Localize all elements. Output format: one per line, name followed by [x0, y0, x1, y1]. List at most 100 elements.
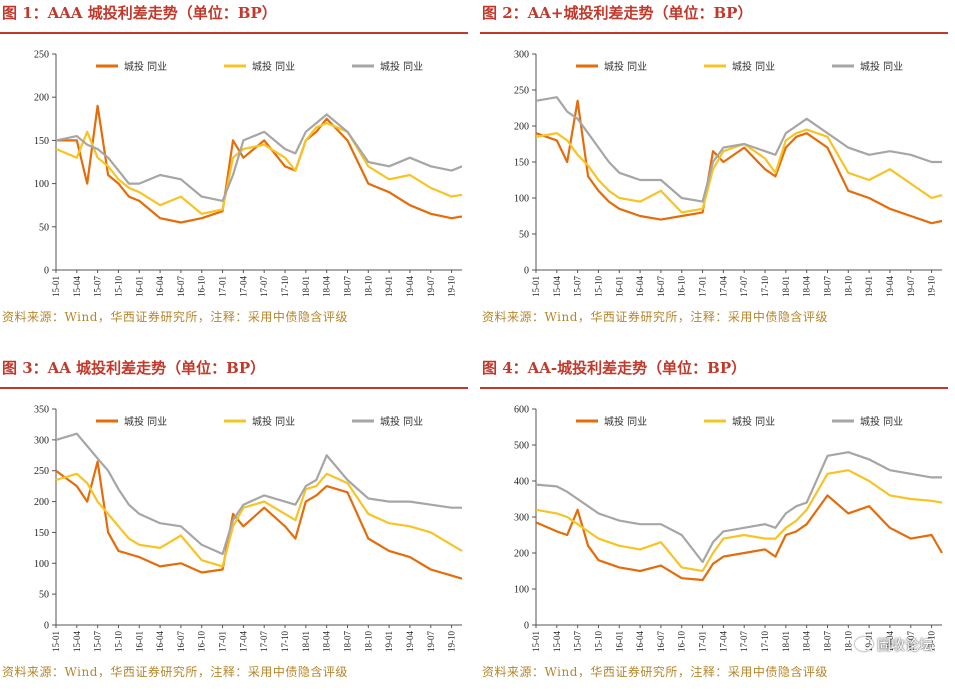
- x-tick-label: 16-07: [176, 631, 186, 652]
- legend-label: 城投 同业: [860, 60, 903, 73]
- y-tick-label: 500: [514, 441, 529, 452]
- y-tick-label: 50: [519, 230, 529, 241]
- title-rule: [0, 387, 468, 389]
- x-tick-label: 16-01: [614, 631, 624, 652]
- x-tick-label: 17-04: [238, 276, 248, 297]
- x-tick-label: 17-10: [280, 276, 290, 297]
- x-tick-label: 18-07: [822, 631, 832, 652]
- x-tick-label: 15-01: [51, 276, 61, 297]
- x-tick-label: 18-01: [781, 276, 791, 297]
- x-tick-label: 18-07: [342, 631, 352, 652]
- y-tick-label: 400: [514, 477, 529, 488]
- x-tick-label: 15-10: [593, 276, 603, 297]
- x-tick-label: 19-04: [405, 631, 415, 652]
- series-line: [535, 96, 942, 203]
- y-tick-label: 150: [34, 528, 49, 539]
- series-line: [535, 99, 943, 225]
- y-tick-label: 300: [514, 513, 529, 524]
- y-tick-label: 250: [34, 466, 49, 477]
- x-tick-label: 18-07: [822, 276, 832, 297]
- x-tick-label: 19-04: [885, 276, 895, 297]
- chart-panel-2: 图 2：AA+城投利差走势（单位：BP） 0 50 100 150 200 250 300 1…: [480, 0, 950, 335]
- x-tick-label: 15-10: [113, 631, 123, 652]
- watermark-text: 固收论坛: [877, 638, 933, 654]
- x-tick-label: 17-07: [259, 276, 269, 297]
- x-tick-label: 16-01: [134, 276, 144, 297]
- x-tick-label: 15-07: [573, 276, 583, 297]
- x-tick-label: 16-04: [635, 276, 645, 297]
- chart-title: 图 3：AA 城投利差走势（单位：BP）: [2, 359, 266, 377]
- x-tick-label: 15-04: [552, 276, 562, 297]
- x-tick-label: 15-04: [552, 631, 562, 652]
- x-tick-label: 17-07: [259, 631, 269, 652]
- y-tick-label: 50: [39, 590, 49, 601]
- series-line: [55, 472, 463, 568]
- y-tick-label: 250: [514, 86, 529, 97]
- chart-panel-4: 图 4：AA-城投利差走势（单位：BP） 0 100 200 300 400 500 600…: [480, 355, 950, 690]
- y-tick-label: 0: [44, 266, 49, 277]
- x-tick-label: 15-01: [531, 631, 541, 652]
- x-tick-label: 16-04: [635, 631, 645, 652]
- x-tick-label: 18-01: [301, 276, 311, 297]
- y-tick-label: 200: [514, 122, 529, 133]
- x-tick-label: 19-01: [384, 276, 394, 297]
- x-tick-label: 18-10: [363, 276, 373, 297]
- x-tick-label: 19-10: [447, 631, 457, 652]
- x-tick-label: 17-10: [760, 276, 770, 297]
- x-tick-label: 15-01: [531, 276, 541, 297]
- legend-label: 城投 同业: [604, 415, 647, 428]
- x-tick-label: 17-01: [218, 631, 228, 652]
- x-tick-label: 16-04: [155, 276, 165, 297]
- y-tick-label: 100: [514, 585, 529, 596]
- x-tick-label: 17-01: [218, 276, 228, 297]
- x-tick-label: 19-01: [384, 631, 394, 652]
- y-tick-label: 150: [514, 158, 529, 169]
- series-line: [56, 104, 463, 224]
- legend-label: 城投 同业: [252, 60, 295, 73]
- x-tick-label: 18-07: [342, 276, 352, 297]
- y-tick-label: 150: [34, 136, 49, 147]
- series-line: [535, 451, 942, 564]
- x-tick-label: 18-10: [363, 631, 373, 652]
- y-tick-label: 0: [524, 266, 529, 277]
- wechat-icon: [855, 637, 873, 651]
- x-tick-label: 17-04: [718, 631, 728, 652]
- x-tick-label: 17-04: [718, 276, 728, 297]
- x-tick-label: 16-07: [656, 276, 666, 297]
- series-line: [55, 113, 463, 202]
- series-line: [55, 432, 462, 556]
- x-tick-label: 18-10: [843, 631, 853, 652]
- legend-label: 城投 同业: [380, 60, 423, 73]
- series-line: [535, 128, 943, 214]
- legend-label: 城投 同业: [252, 415, 295, 428]
- chart-panel-3: 图 3：AA 城投利差走势（单位：BP） 0 50 100 150 200 250 300 3…: [0, 355, 470, 690]
- line-chart: 0 50 100 150 200 250 300 15-01 15-04 15-07 15-10 16…: [514, 50, 943, 297]
- x-tick-label: 16-07: [176, 276, 186, 297]
- source-note: 资料来源：Wind，华西证券研究所，注释：采用中债隐含评级: [2, 310, 348, 324]
- x-tick-label: 18-04: [802, 631, 812, 652]
- line-chart: 0 50 100 150 200 250 15-01 15-04 15-07 15-10 16-01…: [34, 50, 463, 297]
- x-tick-label: 16-04: [155, 631, 165, 652]
- chart-title: 图 2：AA+城投利差走势（单位：BP）: [482, 4, 753, 22]
- series-line: [535, 469, 943, 573]
- source-note: 资料来源：Wind，华西证券研究所，注释：采用中债隐含评级: [482, 665, 828, 679]
- x-tick-label: 16-01: [614, 276, 624, 297]
- x-tick-label: 17-10: [760, 631, 770, 652]
- y-tick-label: 200: [34, 497, 49, 508]
- x-tick-label: 15-10: [113, 276, 123, 297]
- chart-title: 图 1：AAA 城投利差走势（单位：BP）: [2, 4, 277, 22]
- x-tick-label: 18-01: [301, 631, 311, 652]
- x-tick-label: 18-04: [322, 276, 332, 297]
- x-tick-label: 18-10: [843, 276, 853, 297]
- source-note: 资料来源：Wind，华西证券研究所，注释：采用中债隐含评级: [482, 310, 828, 324]
- legend-label: 城投 同业: [124, 60, 167, 73]
- legend-label: 城投 同业: [124, 415, 167, 428]
- x-tick-label: 19-07: [426, 631, 436, 652]
- x-tick-label: 17-01: [698, 276, 708, 297]
- x-tick-label: 17-04: [238, 631, 248, 652]
- x-tick-label: 16-10: [197, 631, 207, 652]
- y-tick-label: 0: [44, 621, 49, 632]
- x-tick-label: 19-07: [426, 276, 436, 297]
- x-tick-label: 15-07: [573, 631, 583, 652]
- chart-title: 图 4：AA-城投利差走势（单位：BP）: [482, 359, 747, 377]
